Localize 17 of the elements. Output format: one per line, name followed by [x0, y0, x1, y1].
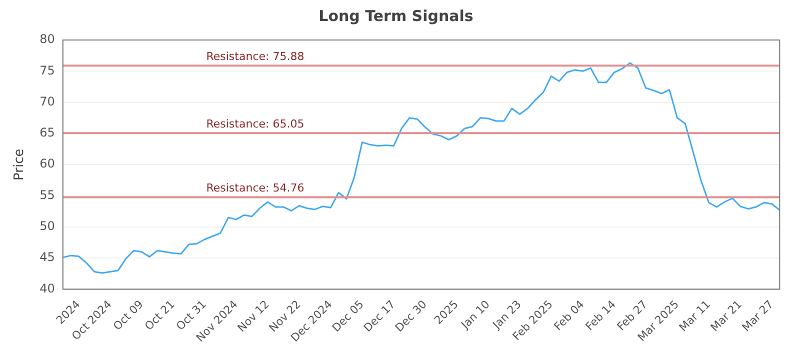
- y-tick-label: 40: [40, 281, 55, 296]
- y-tick-label: 45: [40, 250, 55, 264]
- y-tick-label: 70: [40, 94, 55, 108]
- chart-title: Long Term Signals: [318, 6, 474, 25]
- y-tick-label: 50: [40, 219, 55, 234]
- y-tick-label: 55: [40, 188, 55, 202]
- y-tick-label: 75: [40, 63, 55, 78]
- ref-line-label: Resistance: 65.05: [206, 118, 304, 131]
- y-tick-label: 60: [40, 156, 55, 171]
- y-axis-title: Price: [12, 148, 28, 180]
- x-tick-label: Mar 27: [740, 298, 776, 334]
- x-tick-label: Jan 10: [458, 298, 492, 332]
- y-tick-label: 65: [40, 126, 55, 140]
- ref-line-label: Resistance: 75.88: [206, 50, 304, 64]
- y-tick-label: 80: [40, 32, 55, 46]
- x-tick-label: Dec 30: [392, 298, 430, 334]
- ref-line-label: Resistance: 54.76: [206, 182, 304, 195]
